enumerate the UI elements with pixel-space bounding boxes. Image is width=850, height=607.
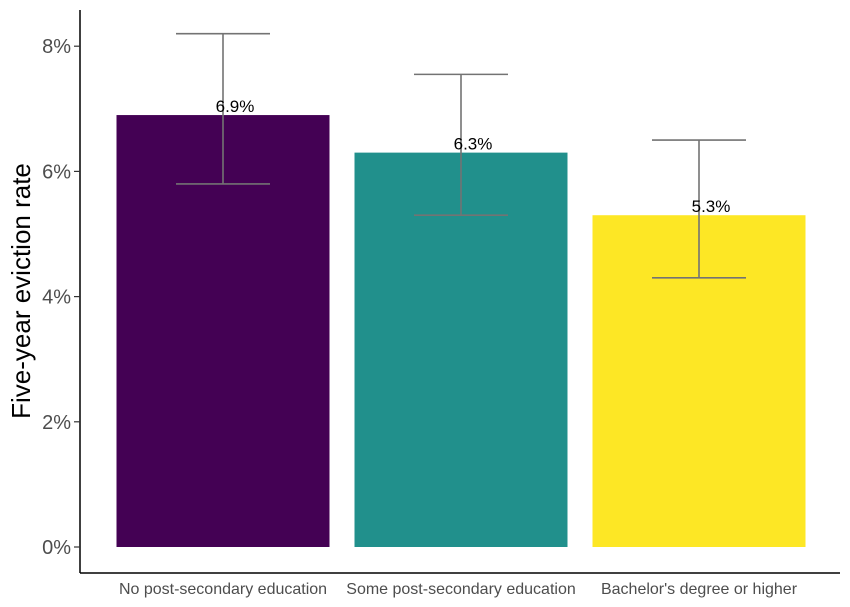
y-tick-label: 4% <box>42 287 71 309</box>
x-tick-label: No post-secondary education <box>119 581 327 598</box>
bar-value-label: 5.3% <box>692 197 731 216</box>
bar-value-label: 6.3% <box>454 135 493 154</box>
bars <box>116 115 806 547</box>
y-tick-label: 6% <box>42 161 71 183</box>
y-tick-label: 2% <box>42 412 71 434</box>
error-bar <box>652 139 746 279</box>
error-bar <box>176 32 270 185</box>
error-bar <box>414 73 508 217</box>
error-bars <box>176 32 746 279</box>
x-tick-label: Bachelor's degree or higher <box>601 581 798 598</box>
y-tick-label: 8% <box>42 36 71 58</box>
y-ticks: 0% 2% 4% 6% 8% <box>42 36 80 559</box>
y-tick-label: 0% <box>42 537 71 559</box>
y-axis-title: Five-year eviction rate <box>6 163 36 419</box>
x-tick-label: Some post-secondary education <box>346 581 575 598</box>
x-tick-labels: No post-secondary education Some post-sec… <box>119 581 798 598</box>
value-labels: 6.9% 6.3% 5.3% <box>216 97 731 216</box>
axes <box>79 10 840 574</box>
bar <box>354 152 568 547</box>
bar-value-label: 6.9% <box>216 97 255 116</box>
bar <box>116 115 330 547</box>
